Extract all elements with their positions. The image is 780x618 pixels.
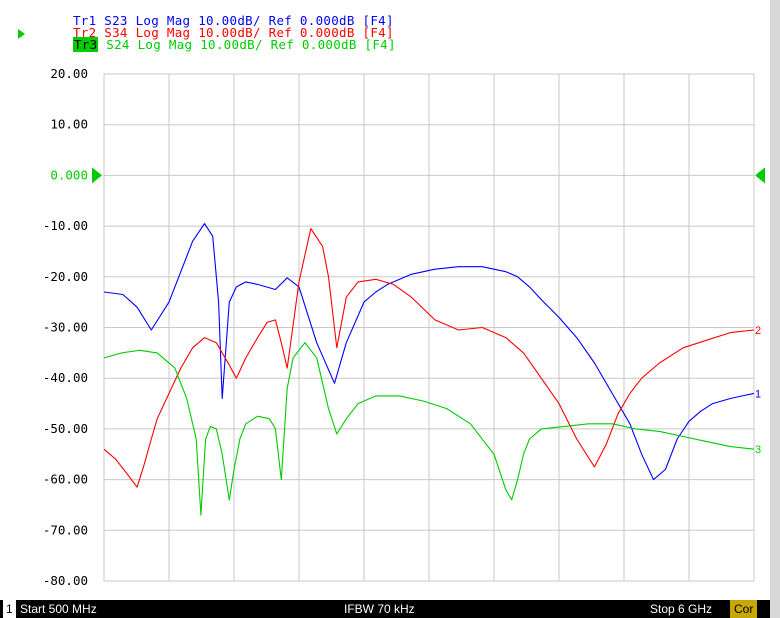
reference-markers <box>92 167 765 184</box>
ref-level-right-icon[interactable] <box>755 167 765 184</box>
trace-label-1: Tr1 <box>72 13 97 28</box>
y-tick-label: 0.000 <box>50 167 88 182</box>
grid <box>103 73 755 582</box>
y-tick-label: -10.00 <box>43 218 88 233</box>
stop-frequency[interactable]: Stop 6 GHz <box>650 602 713 616</box>
y-tick-label: -50.00 <box>43 421 88 436</box>
trace-end-label-3: 3 <box>755 444 761 456</box>
trace-end-label-2: 2 <box>755 325 761 337</box>
trace-line-3[interactable]: Tr3 S24 Log Mag 10.00dB/ Ref 0.000dB [F4… <box>26 27 396 63</box>
y-tick-label: -20.00 <box>43 269 88 284</box>
trace-line-series-1 <box>103 223 755 481</box>
ifbw-value[interactable]: IFBW 70 kHz <box>344 602 415 616</box>
y-tick-label: 20.00 <box>50 66 88 81</box>
trace-line-1[interactable]: Tr1 S23 Log Mag 10.00dB/ Ref 0.000dB [F4… <box>26 3 394 39</box>
right-panel-edge <box>770 0 780 618</box>
plot-area[interactable]: 20.00 10.00 0.000 -10.00 -20.00 -30.00 -40.00 -… <box>0 0 770 600</box>
trace-end-label-1: 1 <box>755 388 761 400</box>
trace-header: Tr1 S23 Log Mag 10.00dB/ Ref 0.000dB [F4… <box>0 0 770 66</box>
start-frequency[interactable]: Start 500 MHz <box>20 602 97 616</box>
trace-line-2[interactable]: Tr2 S34 Log Mag 10.00dB/ Ref 0.000dB [F4… <box>26 15 394 51</box>
trace-label-2: Tr2 <box>72 25 97 40</box>
trace-desc-2: S34 Log Mag 10.00dB/ Ref 0.000dB [F4] <box>104 25 394 40</box>
y-tick-label: -80.00 <box>43 573 88 588</box>
trace-line-series-2 <box>103 228 755 488</box>
traces: 1 2 3 <box>103 223 761 516</box>
channel-indicator[interactable]: 1 <box>3 600 16 618</box>
trace-label-3: Tr3 <box>72 37 99 52</box>
y-tick-label: -30.00 <box>43 320 88 335</box>
y-tick-label: -60.00 <box>43 472 88 487</box>
y-axis-labels: 20.00 10.00 0.000 -10.00 -20.00 -30.00 -40.00 -… <box>43 66 88 588</box>
y-tick-label: 10.00 <box>50 117 88 132</box>
y-tick-label: -70.00 <box>43 522 88 537</box>
ref-level-left-icon[interactable] <box>92 167 102 184</box>
trace-line-series-3 <box>103 342 755 516</box>
trace-desc-3: S24 Log Mag 10.00dB/ Ref 0.000dB [F4] <box>106 37 396 52</box>
y-tick-label: -40.00 <box>43 370 88 385</box>
active-trace-arrow-icon <box>18 29 25 39</box>
status-bar: 1 Start 500 MHz IFBW 70 kHz Stop 6 GHz C… <box>0 600 770 618</box>
trace-desc-1: S23 Log Mag 10.00dB/ Ref 0.000dB [F4] <box>104 13 394 28</box>
correction-badge[interactable]: Cor <box>730 600 758 618</box>
